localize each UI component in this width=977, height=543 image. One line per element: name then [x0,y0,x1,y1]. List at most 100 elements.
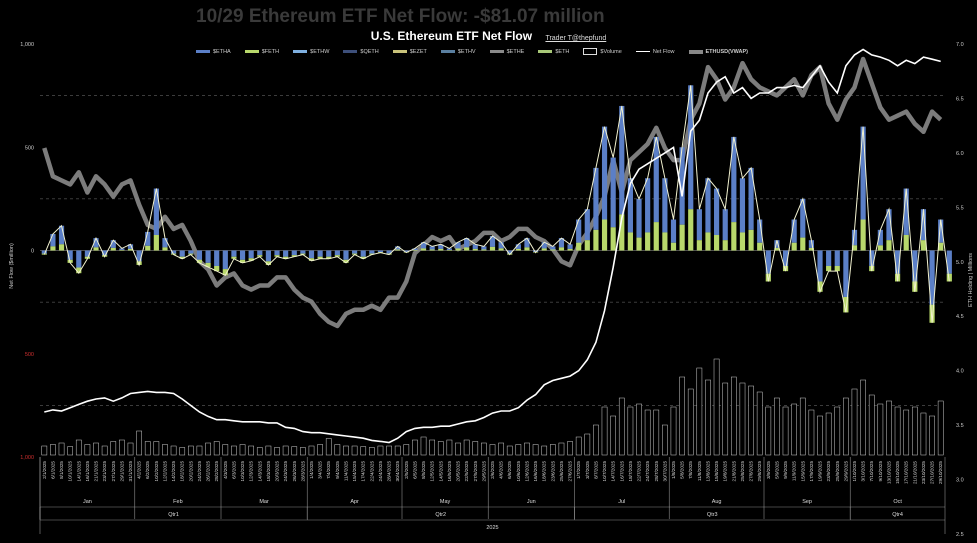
volume-bar [877,403,884,456]
quarter-label: Qtr1 [168,512,179,518]
volume-bar [644,409,651,456]
net-flow-bar [938,219,944,243]
x-tick-label: 8/5/2025 [421,461,426,479]
net-flow-bar [291,250,297,256]
net-flow-bar [946,273,952,282]
net-flow-bar [800,237,806,251]
net-flow-bar [317,256,323,259]
volume-bar [420,436,427,456]
legend-item[interactable]: $ETHA [196,49,231,55]
legend-label: $QETH [360,48,379,55]
x-tick-label: 17/4/2025 [361,461,366,482]
x-tick-label: 7/4/2025 [326,461,331,479]
legend-swatch [440,50,455,53]
legend-item[interactable]: ETHUSD(VWAP) [688,49,748,55]
net-flow-line [43,85,950,323]
net-flow-bar [791,242,797,251]
x-tick-label: 14/5/2025 [438,461,443,482]
x-tick-label: 27/6/2025 [568,461,573,482]
net-flow-bar [679,147,685,225]
net-flow-bar [576,219,582,243]
y2-tick-label: 3.0 [956,478,964,484]
net-flow-bar [153,188,159,236]
net-flow-bar [317,250,323,257]
x-tick-label: 24/3/2025 [283,461,288,482]
legend-item[interactable]: $ETHE [489,49,524,55]
x-tick-label: 20/5/2025 [456,461,461,482]
volume-bar [593,424,599,456]
legend-item[interactable]: Net Flow [635,48,675,55]
legend-label: $ETHA [213,48,231,55]
legend-item[interactable]: $ETHV [440,49,476,55]
net-flow-bar [498,248,504,251]
net-flow-bar [412,248,418,250]
net-flow-bar [429,246,435,250]
x-tick-label: 9/9/2025 [783,461,788,479]
x-tick-label: 1/4/2025 [309,461,314,479]
net-flow-bar [688,209,694,251]
net-flow-bar [326,256,332,259]
volume-bar [179,447,186,456]
legend-swatch [538,50,553,53]
y-tick-label: 1,000 [20,42,34,48]
net-flow-bar [464,247,470,251]
x-tick-label: 5/8/2025 [680,461,685,479]
month-label: May [440,499,451,505]
net-flow-bar [369,250,375,254]
net-flow-bar [420,242,427,249]
volume-bar [843,397,849,456]
net-flow-bar [308,258,315,261]
volume-bar [886,400,892,456]
legend-label: Net Flow [652,48,675,55]
month-label: Oct [893,499,902,505]
x-tick-label: 27/5/2025 [473,461,478,482]
volume-bar [300,447,306,456]
volume-bar [618,397,625,456]
x-tick-label: 18/6/2025 [542,461,547,482]
legend-item[interactable]: $Volume [583,48,622,55]
y-tick-label: 500 [25,145,34,151]
net-flow-bar [481,246,487,250]
x-tick-label: 28/7/2025 [654,461,659,482]
y-tick-label: 1,000 [20,455,34,461]
net-flow-bar [524,238,530,248]
volume-bar [567,441,573,456]
legend-item[interactable]: $ETHW [293,49,329,55]
volume-bar [119,439,125,456]
net-flow-bar [343,259,349,263]
x-tick-label: 21/1/2025 [94,461,99,482]
net-flow-bar [498,242,504,249]
net-flow-bar [817,281,823,292]
x-tick-label: 7/8/2025 [688,461,693,479]
net-flow-bar [627,178,633,233]
net-flow-bar [196,259,203,263]
x-tick-label: 26/2/2025 [206,461,211,482]
volume-bar [756,391,763,456]
volume-bar [817,415,823,456]
net-flow-bar [446,248,452,250]
legend-item[interactable]: $QETH [343,48,379,55]
author-credit[interactable]: Trader T@thepfund [545,35,607,42]
volume-bar [231,445,237,456]
x-tick-label: 25/9/2025 [835,461,840,482]
net-flow-bar [145,245,151,251]
x-tick-label: 28/3/2025 [300,461,305,482]
x-tick-label: 26/3/2025 [292,461,297,482]
legend-item[interactable]: $ETH [538,49,569,55]
net-flow-bar [662,178,668,233]
volume-bar [75,439,82,456]
net-flow-bar [334,250,340,256]
net-flow-bar [127,248,134,251]
legend-item[interactable]: $EZET [392,49,427,55]
net-flow-bar [886,240,892,251]
net-flow-bar [550,246,556,250]
net-flow-bar [265,250,271,262]
x-tick-label: 29/5/2025 [481,461,486,482]
legend-item[interactable]: $FETH [244,49,279,55]
net-flow-bar [76,250,82,268]
net-flow-bar [377,250,384,253]
x-tick-label: 19/9/2025 [818,461,823,482]
volume-bar [489,444,496,456]
x-tick-label: 14/1/2025 [76,461,81,482]
x-tick-label: 4/2/2025 [137,461,142,479]
